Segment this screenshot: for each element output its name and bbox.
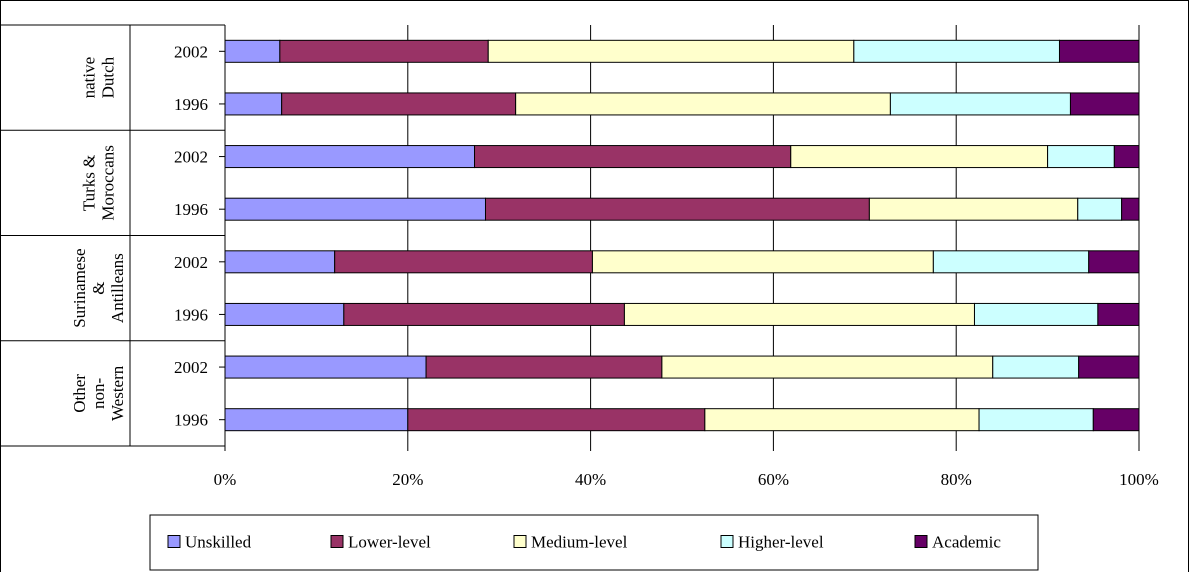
bar-segment	[474, 145, 792, 169]
bar-segment	[1092, 408, 1140, 432]
bar-segment	[1121, 197, 1140, 221]
bar-segment	[1077, 197, 1123, 221]
bar-segment	[224, 250, 336, 274]
bar-segment	[1058, 39, 1140, 63]
bar-segment	[978, 408, 1094, 432]
bar-segment	[623, 302, 975, 326]
group-label: &	[89, 282, 108, 295]
group-label: non-	[89, 377, 108, 409]
bar-segment	[224, 355, 427, 379]
bar-segment	[224, 145, 476, 169]
bar-segment	[868, 197, 1079, 221]
group-label: Western	[108, 365, 127, 421]
bar-segment	[515, 92, 891, 116]
category-label: 1996	[174, 305, 208, 324]
bar-segment	[224, 302, 345, 326]
bar-segment	[484, 197, 870, 221]
bar-segment	[1088, 250, 1140, 274]
group-label: Turks &	[79, 155, 98, 212]
legend-swatch	[167, 535, 181, 548]
bar-segment	[224, 92, 283, 116]
bar-segment	[853, 39, 1060, 63]
x-tick-label: 20%	[392, 470, 423, 489]
bar-segment	[224, 39, 281, 63]
bar-segment	[279, 39, 489, 63]
bar-segment	[425, 355, 663, 379]
group-label: Dutch	[98, 56, 117, 98]
x-tick-label: 40%	[575, 470, 606, 489]
bar-segment	[889, 92, 1071, 116]
category-label: 2002	[174, 358, 208, 377]
legend-swatch	[914, 535, 928, 548]
bar-segment	[661, 355, 994, 379]
bar-segment	[343, 302, 625, 326]
category-label: 2002	[174, 148, 208, 167]
bar-segment	[704, 408, 980, 432]
bar-segment	[1113, 145, 1140, 169]
group-label: Moroccans	[98, 145, 117, 221]
legend-swatch	[720, 535, 734, 548]
legend-swatch	[330, 535, 344, 548]
bar-segment	[334, 250, 593, 274]
x-tick-label: 100%	[1119, 470, 1159, 489]
x-tick-label: 60%	[758, 470, 789, 489]
bar-segment	[591, 250, 934, 274]
category-label: 1996	[174, 95, 208, 114]
bar-segment	[992, 355, 1080, 379]
bar-segment	[1069, 92, 1140, 116]
category-label: 1996	[174, 200, 208, 219]
group-label: Other	[70, 374, 89, 413]
category-label: 2002	[174, 253, 208, 272]
bar-segment	[1047, 145, 1115, 169]
bar-segment	[973, 302, 1099, 326]
legend-label: Unskilled	[185, 533, 252, 552]
bar-segment	[932, 250, 1090, 274]
legend-label: Higher-level	[738, 533, 824, 552]
legend-box	[149, 514, 1039, 571]
x-tick-label: 0%	[214, 470, 237, 489]
bar-segment	[487, 39, 855, 63]
legend-label: Medium-level	[531, 533, 628, 552]
bar-segment	[281, 92, 517, 116]
bar-segment	[1097, 302, 1140, 326]
bar-segment	[790, 145, 1049, 169]
legend-label: Lower-level	[348, 533, 431, 552]
category-label: 1996	[174, 411, 208, 430]
bar-segment	[407, 408, 706, 432]
category-label: 2002	[174, 42, 208, 61]
group-label: Surinamese	[70, 248, 89, 327]
group-label: native	[79, 57, 98, 99]
legend-label: Academic	[932, 533, 1001, 552]
group-label: Antilleans	[108, 253, 127, 323]
bar-segment	[224, 408, 409, 432]
x-tick-label: 80%	[941, 470, 972, 489]
bar-segment	[224, 197, 486, 221]
bar-segment	[1078, 355, 1140, 379]
legend-swatch	[513, 535, 527, 548]
